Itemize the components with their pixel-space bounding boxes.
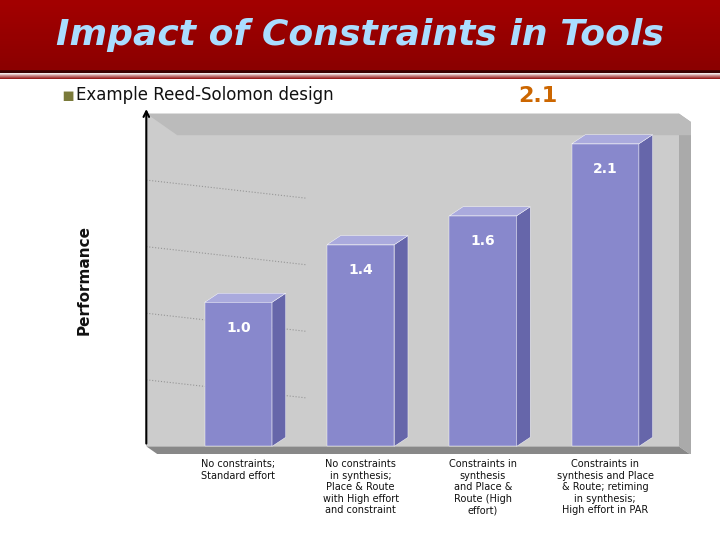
- Bar: [0, 36, 720, 39]
- Bar: [0, 3, 720, 5]
- Polygon shape: [204, 293, 286, 302]
- Bar: [0, 46, 720, 49]
- Bar: [0, 39, 720, 42]
- Text: Impact of Constraints in Tools: Impact of Constraints in Tools: [56, 18, 664, 52]
- Text: 2.1: 2.1: [593, 162, 618, 176]
- Bar: [0, 63, 720, 65]
- Text: 2.1: 2.1: [518, 86, 558, 106]
- Polygon shape: [449, 216, 517, 447]
- Bar: [146, 113, 679, 447]
- Bar: [0, 65, 720, 68]
- Text: ▪: ▪: [61, 86, 74, 105]
- Bar: [0, 0, 720, 2]
- Bar: [0, 42, 720, 44]
- Polygon shape: [395, 235, 408, 447]
- Bar: [0, 53, 720, 56]
- Bar: [0, 12, 720, 15]
- Polygon shape: [327, 235, 408, 245]
- Bar: [0, 29, 720, 31]
- Bar: [0, 17, 720, 19]
- Polygon shape: [449, 207, 530, 216]
- Text: No constraints
in synthesis;
Place & Route
with High effort
and constraint: No constraints in synthesis; Place & Rou…: [323, 459, 399, 515]
- Bar: [0, 26, 720, 29]
- Polygon shape: [572, 134, 652, 144]
- Text: Constraints in
synthesis
and Place &
Route (High
effort): Constraints in synthesis and Place & Rou…: [449, 459, 517, 515]
- Bar: [0, 34, 720, 36]
- Bar: [0, 56, 720, 58]
- Text: Performance: Performance: [77, 225, 92, 335]
- Polygon shape: [572, 144, 639, 447]
- Bar: [0, 68, 720, 70]
- Bar: [0, 15, 720, 17]
- Bar: [0, 22, 720, 24]
- Bar: [0, 5, 720, 7]
- Polygon shape: [146, 447, 710, 468]
- Bar: [0, 31, 720, 34]
- Bar: [0, 8, 720, 10]
- Polygon shape: [639, 134, 652, 447]
- Polygon shape: [679, 113, 710, 468]
- Text: 1.6: 1.6: [471, 234, 495, 248]
- Text: Example Reed-Solomon design: Example Reed-Solomon design: [76, 86, 333, 104]
- Text: No constraints;
Standard effort: No constraints; Standard effort: [202, 459, 276, 481]
- Bar: [0, 51, 720, 53]
- Text: 1.0: 1.0: [226, 321, 251, 335]
- Polygon shape: [517, 207, 530, 447]
- Bar: [0, 49, 720, 51]
- Bar: [0, 10, 720, 12]
- Bar: [0, 60, 720, 63]
- Bar: [0, 70, 720, 73]
- Text: Constraints in
synthesis and Place
& Route; retiming
in synthesis;
High effort i: Constraints in synthesis and Place & Rou…: [557, 459, 654, 515]
- Bar: [0, 19, 720, 22]
- Text: 1.4: 1.4: [348, 263, 373, 277]
- Polygon shape: [204, 302, 272, 447]
- Polygon shape: [272, 293, 286, 447]
- Bar: [0, 58, 720, 60]
- Bar: [0, 24, 720, 26]
- Polygon shape: [146, 113, 710, 135]
- Bar: [0, 44, 720, 46]
- Polygon shape: [327, 245, 395, 447]
